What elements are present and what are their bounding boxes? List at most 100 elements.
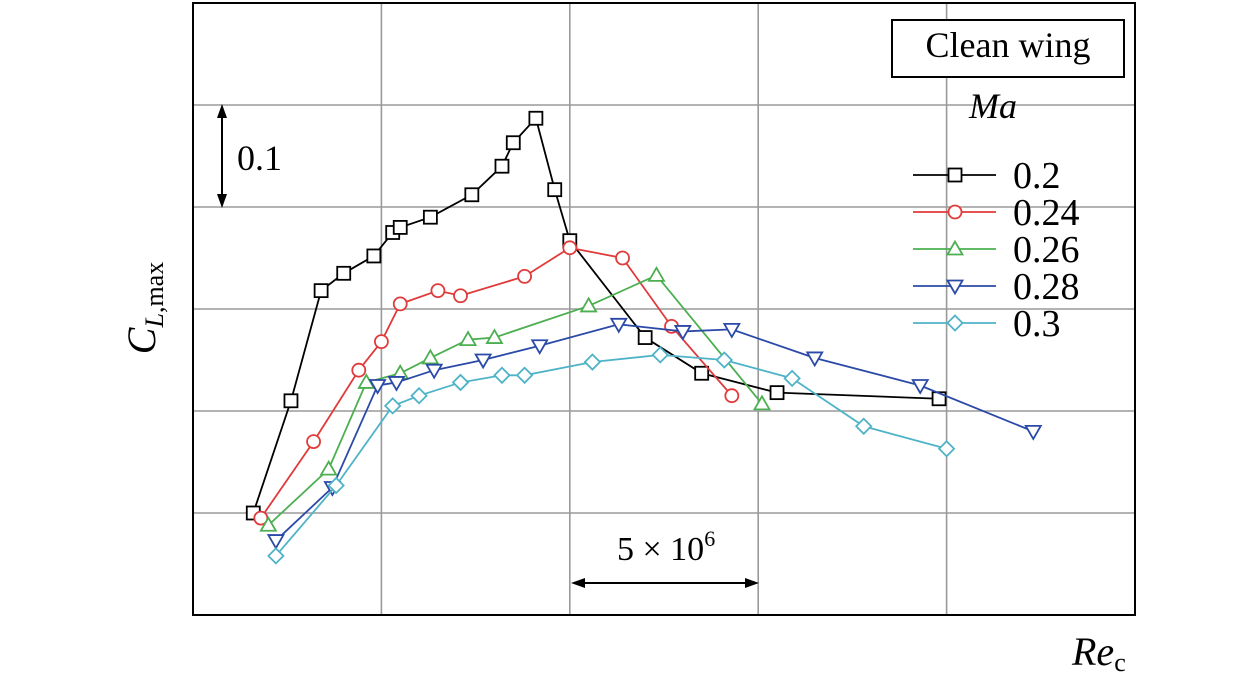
legend-label: 0.28 [1013,266,1080,308]
data-point [722,322,741,339]
data-point [421,348,440,365]
series-line [267,274,763,526]
legend-marker [947,167,963,183]
y-axis-label-subscript: L,max [140,262,169,329]
series-line [260,246,733,519]
legend-box-label: Clean wing [926,25,1091,65]
data-point [579,296,598,313]
data-point [1024,424,1043,441]
data-point [609,317,628,334]
x-scale-indicator [571,578,759,588]
grid [193,3,1135,615]
data-point [392,219,408,235]
legend-marker [945,279,965,296]
data-point [615,250,630,266]
data-point [493,366,511,385]
data-point [387,376,406,392]
data-point [505,135,521,151]
x-scale-label-exponent: 6 [704,526,715,551]
y-scale-label: 0.1 [237,138,282,178]
data-point [474,353,493,370]
x-scale-label-base: 5 × 10 [617,531,704,568]
legend-label: 0.26 [1013,229,1080,271]
data-point [562,240,578,256]
legend-marker [945,239,965,256]
data-point [459,330,478,347]
data-point [327,476,345,495]
data-point [911,379,930,395]
data-point [715,351,734,369]
data-point [422,209,438,225]
data-point [267,547,285,565]
data-point [937,439,956,458]
data-point [366,248,382,264]
legend-label: 0.2 [1013,155,1061,197]
data-point [410,386,428,405]
data-point [651,346,670,364]
y-axis-label: CL,max [119,262,169,354]
data-point [453,288,468,304]
legend-label: 0.24 [1013,192,1080,234]
data-point [724,388,740,404]
legend-entry: 0.2 [913,155,1061,197]
data-point [430,283,446,299]
data-point [673,325,692,341]
series-layer [245,110,1043,565]
data-point [383,397,402,415]
y-axis-label-subscript-l: L [140,313,169,328]
data-point [392,296,408,312]
data-point [425,363,444,380]
legend-title: Ma [968,86,1017,126]
legend-entry: 0.3 [913,303,1061,345]
series-0_3 [267,346,956,565]
legend-entry: 0.24 [913,192,1080,234]
y-axis-label-main: C [119,326,164,354]
data-point [547,182,563,198]
data-point [266,534,285,550]
data-point [283,393,299,409]
data-point [530,339,549,356]
legend-marker [947,204,963,220]
data-point [583,353,602,371]
legend-entry: 0.26 [913,229,1080,271]
legend-label: 0.3 [1013,303,1061,345]
data-point [368,379,387,395]
x-axis-label: Rec [1071,629,1126,677]
data-point [528,110,544,126]
series-0_24 [253,240,740,526]
data-point [769,385,785,401]
legend: 0.20.240.260.280.3 [913,155,1080,345]
data-point [854,417,873,436]
data-point [694,365,710,381]
data-point [336,265,352,281]
y-scale-indicator [217,104,227,208]
data-point [805,351,824,368]
data-point [306,434,321,450]
y-axis-label-subscript-rest: ,max [140,262,169,313]
legend-title-box [891,19,1125,78]
data-point [494,158,510,174]
data-point [517,268,532,284]
data-point [319,459,338,476]
data-point [783,369,801,388]
data-point [464,187,480,203]
data-point [485,328,504,344]
legend-marker [946,314,964,332]
data-point [259,515,278,532]
x-axis-label-subscript: c [1114,648,1126,677]
x-scale-label: 5 × 106 [617,526,715,568]
data-point [647,266,666,282]
series-line [252,116,940,514]
plot-area-border [192,2,1136,616]
data-point [313,283,329,299]
x-axis-label-main: Re [1071,629,1114,674]
data-point [351,362,367,378]
data-point [752,394,772,411]
legend-entry: 0.28 [913,266,1080,308]
data-point [451,373,470,392]
data-point [515,366,534,385]
data-point [637,330,653,345]
series-0_2 [245,110,947,521]
data-point [373,334,389,350]
